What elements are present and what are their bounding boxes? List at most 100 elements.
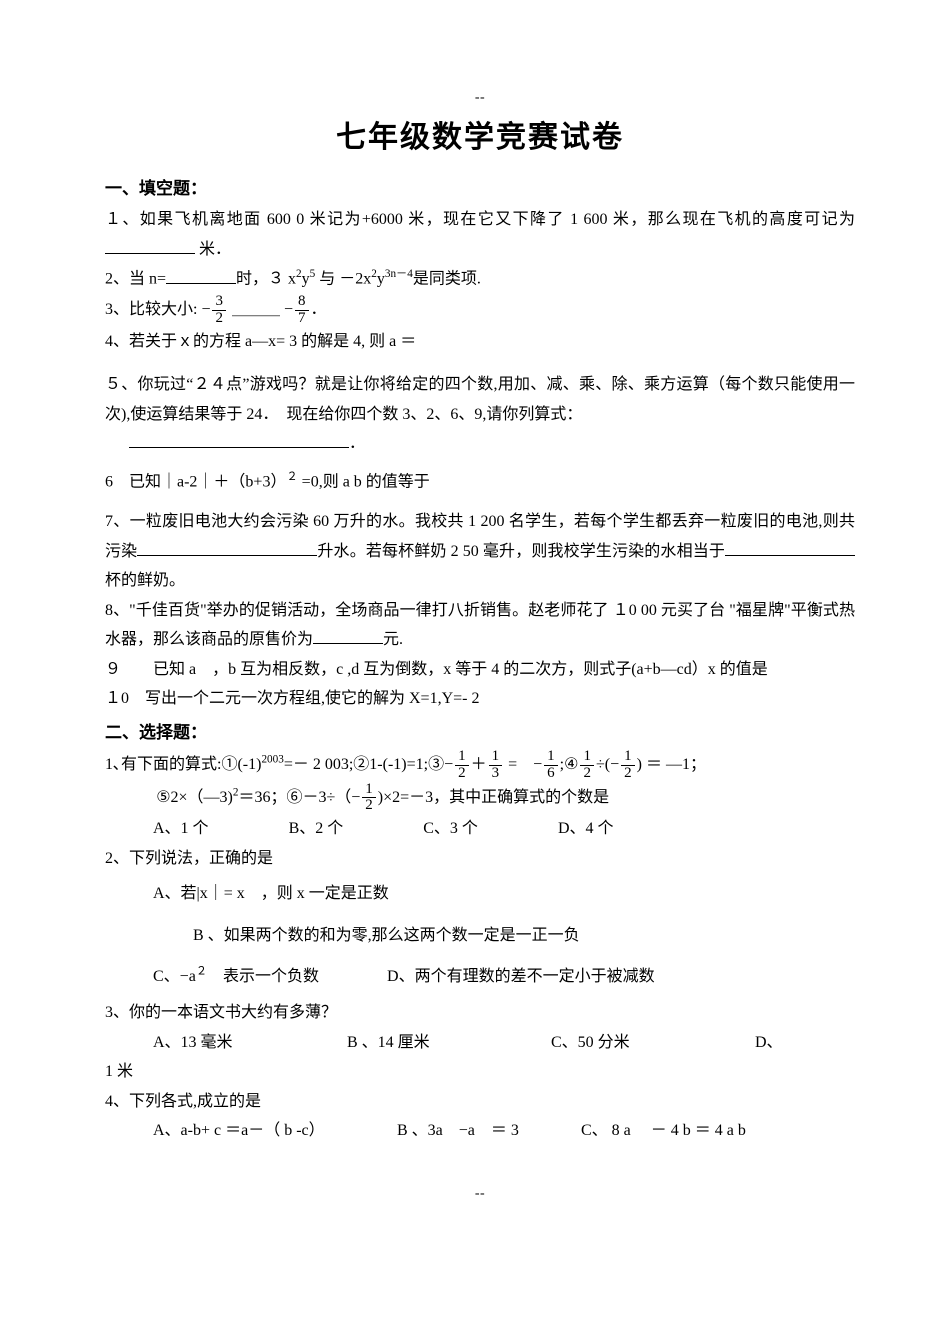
- fill-q7: 7、一粒废旧电池大约会污染 60 万升的水。我校共 1 200 名学生，若每个学…: [105, 507, 855, 596]
- q8-blank: [313, 629, 383, 644]
- q2-a: 2、当 n=: [105, 271, 166, 288]
- mc1-opt-c: C、3 个: [423, 814, 478, 844]
- fill-q5: ５、你玩过“２４点”游戏吗？就是让你将给定的四个数,用加、减、乘、除、乘方运算（…: [105, 370, 855, 429]
- mc1-e: ;④: [560, 756, 579, 773]
- q1-blank: [105, 238, 195, 253]
- mc-q4-stem: 4、下列各式,成立的是: [105, 1087, 855, 1117]
- mc1-e1: 2003: [261, 754, 283, 766]
- mc1-n5: 1: [621, 749, 635, 766]
- mc1-l2c: )×2=－3，其中正确算式的个数是: [378, 788, 609, 805]
- mc1-f4: 12: [580, 749, 594, 782]
- mc1-l2b: ＝36；⑥－3÷（−: [238, 788, 360, 805]
- mc4-opt-a: A、a-b+ c ＝a－（ b -c）: [153, 1116, 393, 1146]
- mc1-d3: 6: [544, 766, 558, 782]
- q7-b: 升水。若每杯鲜奶 2 50 毫升，则我校学生污染的水相当于: [317, 543, 725, 560]
- mc1-d: = −: [504, 756, 542, 773]
- exam-page: -- 七年级数学竞赛试卷 一、填空题： １、如果飞机离地面 600 0 米记为+…: [0, 0, 945, 1336]
- mc3-opt-d2: 1 米: [105, 1057, 855, 1087]
- mc4-opt-c: C、 8 a － 4 b ＝ 4 a b: [581, 1122, 746, 1139]
- q6-b: =0,则 a b 的值等于: [298, 473, 430, 490]
- q2-e4: 3n－4: [385, 268, 413, 280]
- mc1-f1: 12: [455, 749, 469, 782]
- mc1-d4: 2: [580, 766, 594, 782]
- q1-text-a: １、如果飞机离地面 600 0 米记为+6000 米，现在它又下降了 1 600…: [105, 211, 855, 228]
- mc4-opt-b: B 、3a −a ＝ 3: [397, 1116, 577, 1146]
- mc-q2-stem: 2、下列说法，正确的是: [105, 844, 855, 874]
- mc3-opt-b: B 、14 厘米: [347, 1028, 547, 1058]
- mc1-options: A、1 个 B、2 个 C、3 个 D、4 个: [105, 814, 855, 844]
- mc3-opt-c: C、50 分米: [551, 1028, 751, 1058]
- mc2-opt-a: A、若|x｜= x ，则 x 一定是正数: [153, 873, 855, 915]
- mc1-opt-a: A、1 个: [153, 814, 209, 844]
- q5-dot: ．: [349, 435, 365, 452]
- spacer: [105, 356, 855, 370]
- mc1-d2: 3: [489, 766, 503, 782]
- mc3-opt-a: A、13 毫米: [105, 1028, 343, 1058]
- mc1-n6: 1: [362, 782, 376, 799]
- mc1-b: =－ 2 003;②1-(-1)=1;③−: [284, 756, 453, 773]
- fill-q10: １0 写出一个二元一次方程组,使它的解为 X=1,Y=- 2: [105, 684, 855, 714]
- mc1-opt-b: B、2 个: [289, 814, 344, 844]
- mc1-f2: 13: [489, 749, 503, 782]
- mc1-g: ) ＝ —1；: [637, 756, 706, 773]
- mc1-d1: 2: [455, 766, 469, 782]
- mc4-options: A、a-b+ c ＝a－（ b -c） B 、3a −a ＝ 3 C、 8 a …: [105, 1116, 855, 1146]
- fill-q1: １、如果飞机离地面 600 0 米记为+6000 米，现在它又下降了 1 600…: [105, 205, 855, 264]
- mc3-options: A、13 毫米 B 、14 厘米 C、50 分米 D、: [105, 1028, 855, 1058]
- q3-neg1: −: [201, 301, 210, 318]
- mc1-l2a: ⑤2×（—3): [156, 788, 233, 805]
- mc-q1-line2: ⑤2×（—3) 2＝36；⑥－3÷（−12)×2=－3，其中正确算式的个数是: [105, 782, 855, 815]
- fill-q3: 3、比较大小: −32 ＿＿＿ −87．: [105, 294, 855, 327]
- mc3-opt-d: D、: [755, 1034, 783, 1051]
- fill-q9: ９ 已知 a ，b 互为相反数，c ,d 互为倒数，x 等于 4 的二次方，则式…: [105, 655, 855, 685]
- mc-q3-stem: 3、你的一本语文书大约有多薄？: [105, 998, 855, 1028]
- mc1-d6: 2: [362, 798, 376, 814]
- fill-q2: 2、当 n=时，３ x2y5 与 －2x2y3n－4是同类项.: [105, 264, 855, 294]
- mc2-opt-b: B 、如果两个数的和为零,那么这两个数一定是一正一负: [153, 915, 855, 957]
- q2-blank: [166, 268, 236, 283]
- mc1-n2: 1: [489, 749, 503, 766]
- mc1-f: ÷(−: [596, 756, 619, 773]
- top-marker: --: [105, 90, 855, 106]
- mc1-a: 1､有下面的算式:①(-1): [105, 756, 261, 773]
- mc1-f5: 12: [621, 749, 635, 782]
- q3-n2: 8: [295, 294, 309, 311]
- mc1-f6: 12: [362, 782, 376, 815]
- section-1-header: 一、填空题：: [105, 174, 855, 199]
- q5-a: ５、你玩过“２４点”游戏吗？就是让你将给定的四个数,用加、减、乘、除、乘方运算（…: [105, 376, 855, 423]
- q3-e: ．: [311, 301, 327, 318]
- page-title: 七年级数学竞赛试卷: [105, 112, 855, 156]
- q3-d1: 2: [212, 311, 226, 327]
- mc-q1: 1､有下面的算式:①(-1)2003=－ 2 003;②1-(-1)=1;③−1…: [105, 749, 855, 782]
- mc2-opt-cd: C、−a２ 表示一个负数 D、两个有理数的差不一定小于被减数: [153, 956, 855, 998]
- q3-neg2: −: [284, 301, 293, 318]
- mc2-ce: ２: [196, 966, 207, 978]
- q2-c2: y: [377, 271, 385, 288]
- section-2-header: 二、选择题：: [105, 718, 855, 743]
- mc2-cb: 表示一个负数: [207, 968, 319, 985]
- q3-frac2: 87: [295, 294, 309, 327]
- q2-b: 时，３ x: [236, 271, 296, 288]
- q1-text-b: 米．: [199, 241, 231, 258]
- mc1-opt-d: D、4 个: [558, 814, 614, 844]
- fill-q6: 6 已知｜a-2｜＋（b+3）２ =0,则 a b 的值等于: [105, 467, 855, 497]
- q7-blank1: [137, 540, 317, 555]
- mc1-c: ＋: [471, 756, 487, 773]
- q2-c: 与 －2x: [315, 271, 371, 288]
- q8-a: 8、"千佳百货"举办的促销活动，全场商品一律打八折销售。赵老师花了 １0 00 …: [105, 602, 855, 649]
- q8-b: 元.: [383, 631, 403, 648]
- mc1-n1: 1: [455, 749, 469, 766]
- q3-d2: 7: [295, 311, 309, 327]
- bottom-marker: --: [105, 1186, 855, 1202]
- q3-frac1: 32: [212, 294, 226, 327]
- q6-a: 6 已知｜a-2｜＋（b+3）: [105, 473, 286, 490]
- fill-q5-blank-line: ．: [105, 429, 855, 459]
- mc2-ca: C、−a: [153, 968, 196, 985]
- mc2-opt-d: D、两个有理数的差不一定小于被减数: [387, 968, 655, 985]
- mc2-options: A、若|x｜= x ，则 x 一定是正数 B 、如果两个数的和为零,那么这两个数…: [105, 873, 855, 998]
- q2-b2: y: [302, 271, 310, 288]
- mc1-f3: 16: [544, 749, 558, 782]
- mc1-d5: 2: [621, 766, 635, 782]
- spacer: [105, 497, 855, 507]
- q7-c: 杯的鲜奶。: [105, 572, 185, 589]
